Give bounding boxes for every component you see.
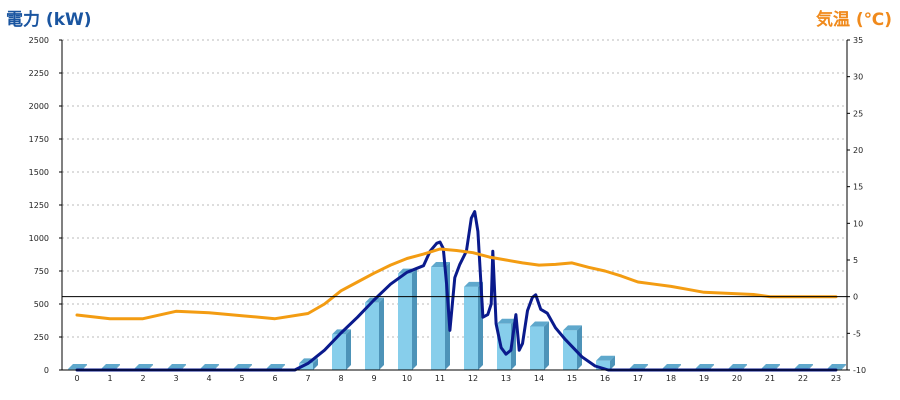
x-tick-label: 8: [338, 374, 343, 383]
power-line: [75, 210, 838, 372]
x-tick-label: 5: [239, 374, 244, 383]
bar-top: [596, 355, 615, 361]
x-tick-label: 11: [435, 374, 445, 383]
right-tick-label: 20: [853, 146, 863, 155]
bar-top: [695, 364, 714, 369]
bar-front: [365, 302, 379, 370]
x-tick-label: 10: [402, 374, 412, 383]
bar-top: [200, 364, 219, 369]
right-tick-label: 15: [853, 183, 863, 192]
bar-front: [299, 363, 313, 370]
bar-front: [431, 267, 445, 370]
x-tick-label: 0: [74, 374, 79, 383]
bar-top: [728, 364, 747, 369]
right-tick-label: 30: [853, 73, 863, 82]
bar-front: [497, 323, 511, 370]
bar: [332, 329, 351, 370]
left-tick-label: 1000: [29, 234, 49, 243]
bar-top: [266, 364, 285, 369]
bar: [596, 355, 615, 370]
bar-front: [596, 360, 610, 370]
left-tick-label: 2500: [29, 36, 49, 45]
bar: [398, 268, 417, 370]
x-tick-label: 16: [600, 374, 610, 383]
x-tick-label: 19: [699, 374, 709, 383]
left-tick-label: 0: [44, 366, 49, 375]
right-tick-label: -5: [853, 329, 861, 338]
bar-top: [629, 364, 648, 369]
right-tick-label: 0: [853, 293, 858, 302]
bar-side: [379, 297, 384, 370]
left-tick-label: 1500: [29, 168, 49, 177]
bar-side: [412, 268, 417, 370]
x-tick-label: 22: [798, 374, 808, 383]
bar-top: [134, 364, 153, 369]
bar-top: [530, 321, 549, 327]
left-tick-label: 250: [34, 333, 49, 342]
x-tick-label: 15: [567, 374, 577, 383]
bar-side: [610, 355, 615, 370]
left-tick-label: 1750: [29, 135, 49, 144]
bar-top: [167, 364, 186, 369]
x-tick-label: 2: [140, 374, 145, 383]
bar-front: [398, 273, 412, 370]
bar: [530, 321, 549, 370]
left-axis-title: 電力 (kW): [6, 10, 92, 30]
bar-front: [530, 326, 544, 370]
right-tick-label: 10: [853, 219, 863, 228]
bar-top: [761, 364, 780, 369]
x-tick-label: 1: [107, 374, 112, 383]
x-tick-label: 14: [534, 374, 544, 383]
right-axis-title: 気温 (℃): [815, 10, 892, 30]
left-tick-label: 1250: [29, 201, 49, 210]
bar-top: [68, 364, 87, 369]
bar-top: [563, 325, 582, 331]
bar-top: [662, 364, 681, 369]
x-tick-label: 4: [206, 374, 211, 383]
x-tick-label: 20: [732, 374, 742, 383]
right-tick-label: 25: [853, 109, 863, 118]
left-tick-label: 500: [34, 300, 49, 309]
x-tick-label: 6: [272, 374, 277, 383]
bar-front: [464, 286, 478, 370]
bar-top: [464, 281, 483, 287]
x-tick-label: 23: [831, 374, 841, 383]
bar-top: [827, 364, 846, 369]
x-tick-label: 9: [371, 374, 376, 383]
bar-side: [841, 364, 846, 370]
bar-side: [544, 321, 549, 370]
x-tick-label: 7: [305, 374, 310, 383]
bar-front: [332, 334, 346, 370]
x-tick-label: 12: [468, 374, 478, 383]
left-tick-label: 2250: [29, 69, 49, 78]
bar-side: [346, 329, 351, 370]
x-tick-label: 3: [173, 374, 178, 383]
right-tick-label: -10: [853, 366, 866, 375]
bar-top: [497, 318, 516, 324]
bar-top: [233, 364, 252, 369]
bar: [365, 297, 384, 370]
left-tick-label: 2000: [29, 102, 49, 111]
bar-top: [101, 364, 120, 369]
x-tick-label: 13: [501, 374, 511, 383]
left-tick-label: 750: [34, 267, 49, 276]
x-tick-label: 18: [666, 374, 676, 383]
bar-top: [794, 364, 813, 369]
right-tick-label: 35: [853, 36, 863, 45]
x-tick-label: 17: [633, 374, 643, 383]
x-tick-label: 21: [765, 374, 775, 383]
temperature-line: [75, 247, 838, 321]
bar-side: [313, 358, 318, 370]
bar-side: [577, 325, 582, 370]
right-tick-label: 5: [853, 256, 858, 265]
